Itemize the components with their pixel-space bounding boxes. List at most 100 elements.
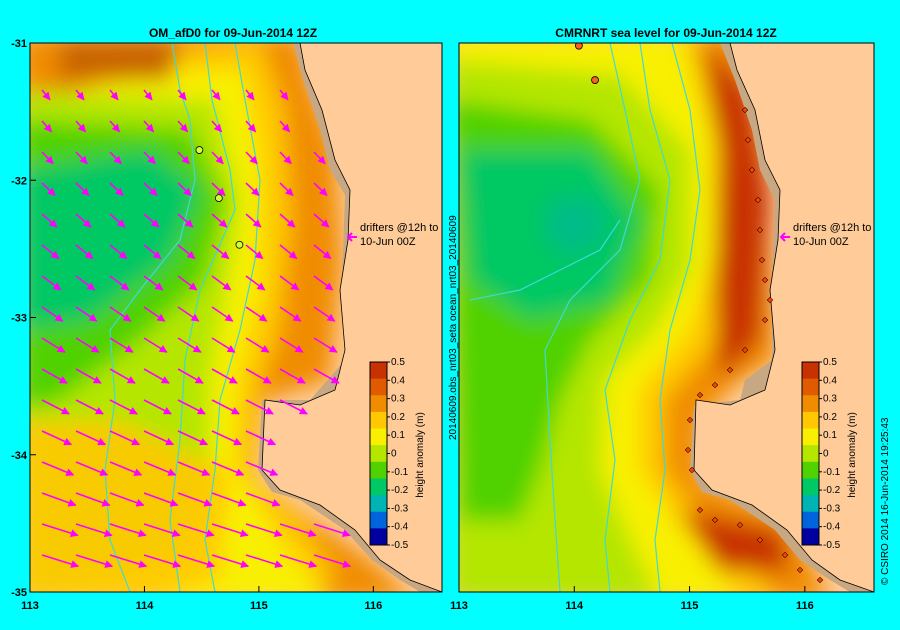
trail-marker bbox=[781, 551, 789, 559]
velocity-arrow bbox=[75, 368, 102, 384]
drifter-marker bbox=[214, 194, 223, 202]
trail-marker bbox=[758, 256, 766, 264]
left-coast bbox=[261, 43, 442, 592]
velocity-arrow bbox=[109, 120, 121, 133]
x-tick-label: 113 bbox=[450, 600, 468, 612]
x-tick-label: 115 bbox=[250, 600, 268, 612]
velocity-arrow bbox=[143, 120, 155, 133]
velocity-arrow bbox=[177, 89, 187, 101]
velocity-arrow bbox=[75, 554, 114, 568]
velocity-arrow bbox=[177, 275, 198, 291]
velocity-arrow bbox=[177, 306, 200, 322]
velocity-arrow bbox=[245, 151, 258, 165]
right-annotation-line2: 10-Jun 00Z bbox=[793, 236, 849, 248]
velocity-arrow bbox=[279, 523, 317, 538]
velocity-arrow bbox=[75, 492, 111, 507]
colorbar-tick-label: 0 bbox=[391, 449, 397, 460]
velocity-arrow bbox=[75, 213, 92, 228]
colorbar-swatch bbox=[370, 528, 387, 546]
velocity-arrow bbox=[41, 275, 62, 291]
velocity-arrow bbox=[279, 306, 302, 322]
colorbar-tick-label: 0.5 bbox=[391, 357, 405, 368]
velocity-arrow bbox=[245, 523, 283, 538]
velocity-arrow bbox=[143, 523, 181, 538]
colorbar-tick-label: -0.1 bbox=[823, 467, 841, 478]
trail-marker bbox=[748, 166, 756, 174]
velocity-arrow bbox=[279, 368, 306, 384]
left-title: OM_afD0 for 09-Jun-2014 12Z bbox=[149, 26, 317, 40]
trail-marker bbox=[741, 106, 749, 114]
velocity-arrow bbox=[41, 120, 53, 133]
y-tick-label: -33 bbox=[11, 313, 27, 325]
y-tick-label: -34 bbox=[11, 450, 28, 462]
velocity-arrow bbox=[109, 368, 136, 384]
velocity-arrow bbox=[41, 244, 60, 260]
left-annotation-line2: 10-Jun 00Z bbox=[360, 236, 416, 248]
velocity-arrow bbox=[109, 399, 138, 415]
right-colorbar: 0.5 0.4 0.3 0.2 0.1 0 -0.1 -0.2 -0.3 -0.4 -0.5 bbox=[801, 357, 841, 551]
right-coast bbox=[693, 43, 874, 592]
velocity-arrow bbox=[143, 182, 158, 196]
velocity-arrow bbox=[279, 151, 292, 165]
colorbar-tick-label: -0.4 bbox=[391, 522, 409, 533]
colorbar-tick-label: 0.4 bbox=[391, 375, 405, 386]
velocity-arrow bbox=[245, 554, 284, 568]
velocity-arrow bbox=[109, 492, 145, 507]
trail-marker bbox=[688, 466, 696, 474]
velocity-arrow bbox=[279, 244, 298, 260]
colorbar-swatch bbox=[802, 445, 819, 463]
drifter-marker bbox=[574, 43, 583, 50]
velocity-arrow bbox=[41, 306, 64, 322]
colorbar-tick-label: 0.2 bbox=[823, 412, 837, 423]
velocity-arrow bbox=[41, 492, 77, 507]
trail-marker bbox=[726, 366, 734, 374]
velocity-arrow bbox=[109, 89, 119, 101]
velocity-arrow bbox=[313, 306, 336, 322]
trail-marker bbox=[766, 296, 774, 304]
colorbar-swatch bbox=[370, 511, 387, 529]
colorbar-tick-label: 0 bbox=[823, 449, 829, 460]
velocity-arrow bbox=[143, 275, 164, 291]
velocity-arrow bbox=[211, 89, 221, 101]
velocity-arrow bbox=[177, 120, 189, 133]
velocity-arrow bbox=[177, 182, 192, 196]
velocity-arrow bbox=[143, 461, 177, 476]
colorbar-tick-label: -0.2 bbox=[823, 485, 841, 496]
velocity-arrow bbox=[313, 368, 340, 384]
right-contours bbox=[469, 43, 701, 592]
trail-marker bbox=[696, 506, 704, 514]
velocity-arrow bbox=[109, 244, 128, 260]
trail-marker bbox=[744, 136, 752, 144]
velocity-arrow bbox=[177, 399, 206, 415]
velocity-arrow bbox=[211, 461, 245, 476]
y-tick-label: -32 bbox=[11, 175, 27, 187]
right-side-label: 20140609.obs_nrt03_seta ocean_nrt03_2014… bbox=[448, 215, 459, 440]
credit-text: © CSIRO 2014 16-Jun-2014 19:25:43 bbox=[880, 417, 891, 585]
velocity-arrow bbox=[245, 244, 264, 260]
velocity-arrow bbox=[109, 337, 134, 353]
y-tick-label: -35 bbox=[11, 587, 27, 599]
velocity-arrow bbox=[313, 275, 334, 291]
colorbar-tick-label: 0.2 bbox=[391, 412, 405, 423]
velocity-arrow bbox=[143, 492, 179, 507]
velocity-arrow bbox=[245, 430, 277, 446]
colorbar-swatch bbox=[802, 378, 819, 396]
colorbar-tick-label: 0.1 bbox=[823, 430, 837, 441]
velocity-arrow bbox=[313, 554, 352, 568]
velocity-arrow bbox=[279, 213, 296, 228]
colorbar-tick-label: -0.5 bbox=[391, 540, 409, 551]
colorbar-swatch bbox=[370, 461, 387, 479]
velocity-arrow bbox=[143, 368, 170, 384]
drifter-marker bbox=[591, 76, 599, 84]
velocity-arrow bbox=[313, 244, 332, 260]
velocity-arrow bbox=[279, 89, 289, 101]
velocity-arrow bbox=[109, 430, 141, 446]
right-frame bbox=[458, 42, 875, 593]
velocity-arrow bbox=[177, 461, 211, 476]
velocity-arrow bbox=[41, 182, 56, 196]
velocity-arrow bbox=[313, 337, 338, 353]
velocity-arrow bbox=[75, 523, 113, 538]
colorbar-swatch bbox=[802, 428, 819, 446]
drifter-marker bbox=[235, 240, 244, 249]
